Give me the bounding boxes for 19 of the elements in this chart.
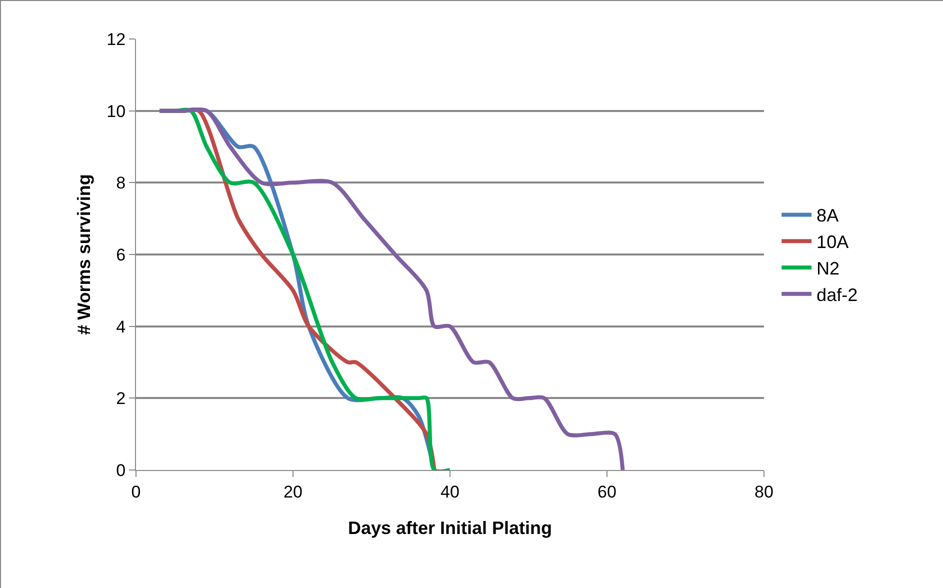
y-tick-label: 8	[116, 174, 126, 193]
legend-label: daf-2	[816, 284, 858, 305]
y-axis-title: # Worms surviving	[74, 174, 94, 335]
y-tick-label: 2	[116, 389, 126, 408]
line-series	[158, 108, 625, 470]
y-tick-label: 0	[116, 460, 126, 480]
y-tick-label: 4	[116, 317, 126, 336]
x-tick-label: 0	[131, 482, 141, 502]
y-tick-label: 12	[106, 30, 126, 49]
x-tick-label: 40	[440, 482, 460, 502]
legend-label: 8A	[816, 206, 839, 226]
y-tick-label: 10	[106, 102, 126, 121]
y-tick-label: 6	[116, 245, 126, 264]
x-axis-title: Days after Initial Plating	[348, 518, 552, 538]
x-tick-label: 80	[754, 482, 774, 502]
x-tick-label: 60	[598, 482, 616, 502]
legend-label: 10A	[816, 232, 849, 252]
legend-label: N2	[816, 258, 840, 279]
x-tick-label: 20	[284, 482, 302, 502]
